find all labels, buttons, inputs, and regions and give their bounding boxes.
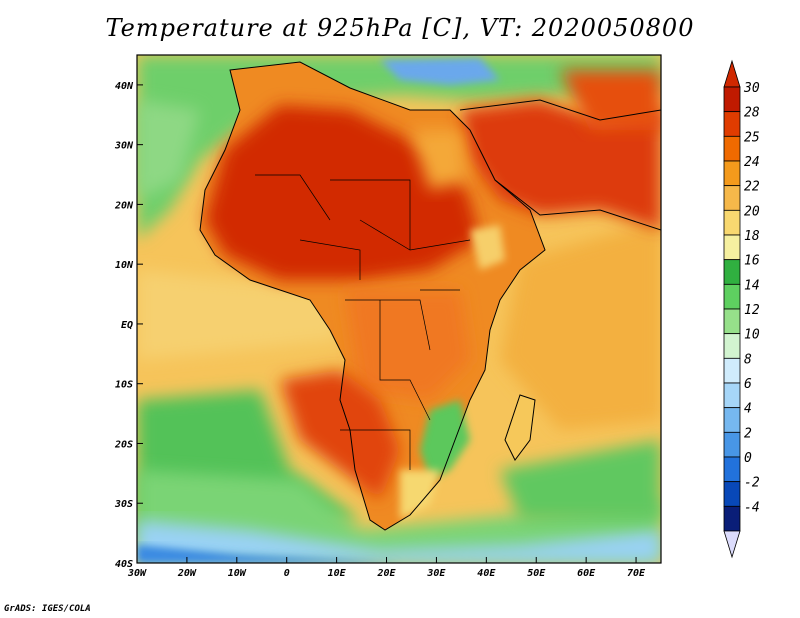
colorbar-label: 10 [744, 328, 760, 343]
southern-coldest [137, 545, 400, 563]
indian-south-green [500, 440, 661, 520]
lat-tick-label: 20S [114, 439, 133, 450]
lat-tick-label: 40S [115, 559, 133, 570]
colorbar-label: 20 [744, 204, 760, 219]
colorbar-swatch [723, 160, 741, 187]
sahara-hot-core [205, 105, 480, 280]
atlantic-cool [137, 100, 200, 200]
colorbar-swatch [723, 431, 741, 458]
lat-tick-label: EQ [121, 320, 133, 331]
colorbar-label: 24 [744, 155, 760, 170]
colorbar-label: 14 [744, 278, 760, 293]
lat-tick-label: 30S [114, 499, 133, 510]
colorbar-swatch [723, 135, 741, 162]
colorbar-label: 30 [743, 81, 760, 96]
colorbar-label: 22 [744, 180, 760, 195]
lon-tick-label: 50E [527, 568, 546, 579]
arabia-coastline [459, 99, 661, 461]
indian-warm [500, 220, 661, 430]
plot-frame [136, 54, 662, 564]
egypt-warm [410, 130, 470, 190]
namibia-hot [280, 370, 400, 500]
colorbar-top-arrow [723, 59, 741, 88]
colorbar-swatch [723, 481, 741, 507]
lon-tick-label: 60E [577, 568, 596, 579]
lat-tick-label: 10S [115, 380, 133, 391]
colorbar-label: 18 [744, 229, 760, 244]
axis-ticks: 30W 20W 10W 0 10E 20E 30E 40E 50E 60E 70E 40N 30N 20N… [114, 81, 646, 579]
lat-tick-label: 10N [115, 260, 134, 271]
colorbar-label: -4 [744, 500, 760, 515]
arabia-hot [460, 100, 661, 230]
colorbar-label: 0 [744, 451, 752, 466]
country-borders [255, 174, 471, 470]
madagascar-land [505, 395, 535, 460]
lon-tick-label: 30W [127, 568, 147, 579]
south-africa-yellow [400, 470, 440, 520]
mozambique-green [420, 400, 470, 480]
colorbar-swatch [723, 333, 741, 359]
colorbar-label: 16 [744, 254, 760, 269]
colorbar-swatch [723, 357, 741, 384]
colorbar-swatch [723, 505, 741, 532]
colorbar-swatch [723, 234, 741, 261]
temperature-field [137, 55, 661, 563]
aegean-cool [380, 58, 500, 85]
map-title: Temperature at 925hPa [C], VT: 202005080… [105, 14, 695, 42]
colorbar-label: 25 [744, 130, 760, 145]
colorbar-swatch [723, 456, 741, 483]
colorbar-label: 28 [744, 106, 760, 121]
lon-tick-label: 70E [627, 568, 646, 579]
colorbar-swatch [723, 259, 741, 285]
africa-coastline [199, 61, 546, 531]
colorbar-bottom-arrow [723, 530, 741, 559]
colorbar-swatch [723, 382, 741, 409]
colorbar-label: -2 [744, 476, 760, 491]
lon-tick-label: 20E [376, 568, 396, 579]
colorbar-label: 6 [744, 377, 752, 392]
lat-tick-label: 40N [115, 81, 134, 92]
central-africa [345, 290, 470, 400]
colorbar-label: 8 [744, 352, 752, 367]
colorbar-swatch [723, 283, 741, 310]
colorbar-label: 12 [744, 303, 760, 318]
southern-cold [137, 520, 661, 563]
colorbar-swatch [723, 209, 741, 236]
lon-tick-label: 30E [426, 568, 446, 579]
lat-tick-label: 30N [114, 141, 134, 152]
lon-tick-label: 40E [477, 568, 496, 579]
colorbar-swatch [723, 185, 741, 211]
colorbar-swatch [723, 86, 741, 113]
colorbar-swatch [723, 111, 741, 137]
colorbar-label: 4 [744, 402, 752, 417]
lon-tick-label: 10W [228, 568, 247, 579]
lon-tick-label: 10E [328, 568, 347, 579]
colorbar-label: 2 [744, 426, 752, 441]
lon-tick-label: 0 [284, 568, 290, 579]
lat-tick-label: 20N [114, 200, 134, 211]
colorbar-swatch [723, 407, 741, 433]
ethiopia-highland [470, 225, 505, 270]
lon-tick-label: 20W [177, 568, 197, 579]
colorbar-swatch [723, 308, 741, 335]
credit-text: GrADS: IGES/COLA [4, 604, 91, 614]
